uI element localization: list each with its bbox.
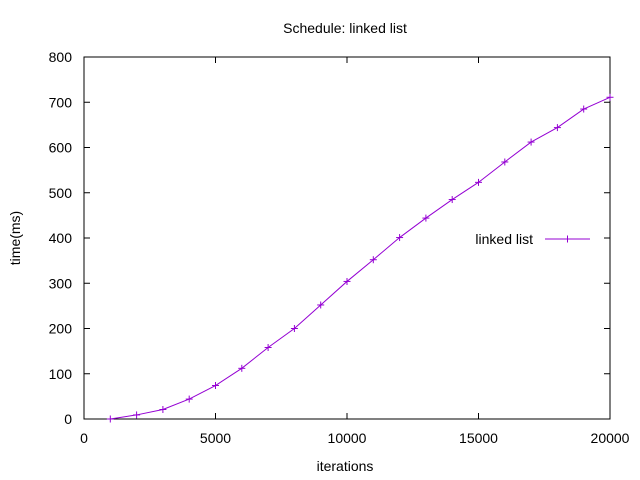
data-point bbox=[396, 234, 404, 242]
y-axis-label: time(ms) bbox=[7, 211, 23, 265]
data-point bbox=[159, 405, 167, 413]
chart-title: Schedule: linked list bbox=[283, 20, 407, 36]
data-point bbox=[448, 196, 456, 204]
data-point bbox=[501, 158, 509, 166]
data-point bbox=[317, 301, 325, 309]
x-tick-label: 5000 bbox=[200, 430, 231, 446]
data-point bbox=[264, 344, 272, 352]
y-tick-label: 300 bbox=[49, 275, 73, 291]
y-tick-label: 0 bbox=[64, 411, 72, 427]
data-point bbox=[212, 382, 219, 390]
data-point bbox=[475, 178, 482, 186]
x-tick-label: 15000 bbox=[459, 430, 498, 446]
data-point bbox=[580, 105, 588, 113]
legend-sample bbox=[545, 235, 590, 243]
data-point bbox=[369, 256, 377, 264]
data-point bbox=[343, 277, 351, 285]
y-tick-label: 400 bbox=[49, 230, 73, 246]
y-tick-label: 600 bbox=[49, 140, 73, 156]
y-axis-ticks: 0 100 200 300 400 500 600 700 800 bbox=[49, 49, 610, 427]
data-point bbox=[238, 364, 246, 372]
data-point bbox=[106, 415, 114, 423]
data-point bbox=[527, 138, 535, 146]
x-tick-label: 10000 bbox=[328, 430, 367, 446]
data-point bbox=[185, 395, 193, 403]
data-point bbox=[422, 214, 430, 222]
y-tick-label: 500 bbox=[49, 185, 73, 201]
data-point bbox=[290, 325, 298, 332]
data-point bbox=[553, 124, 561, 132]
series-line bbox=[110, 96, 611, 420]
legend: linked list bbox=[475, 231, 590, 247]
x-tick-label: 20000 bbox=[591, 430, 630, 446]
data-point bbox=[133, 411, 141, 419]
y-tick-label: 800 bbox=[49, 49, 73, 65]
series-layer bbox=[106, 93, 614, 423]
y-tick-label: 100 bbox=[49, 366, 73, 382]
y-tick-label: 700 bbox=[49, 94, 73, 110]
x-axis-ticks: 0 5000 10000 15000 20000 bbox=[80, 57, 630, 446]
data-point bbox=[606, 93, 614, 101]
x-tick-label: 0 bbox=[80, 430, 88, 446]
legend-label: linked list bbox=[475, 231, 533, 247]
x-axis-label: iterations bbox=[317, 458, 374, 474]
y-tick-label: 200 bbox=[49, 321, 73, 337]
